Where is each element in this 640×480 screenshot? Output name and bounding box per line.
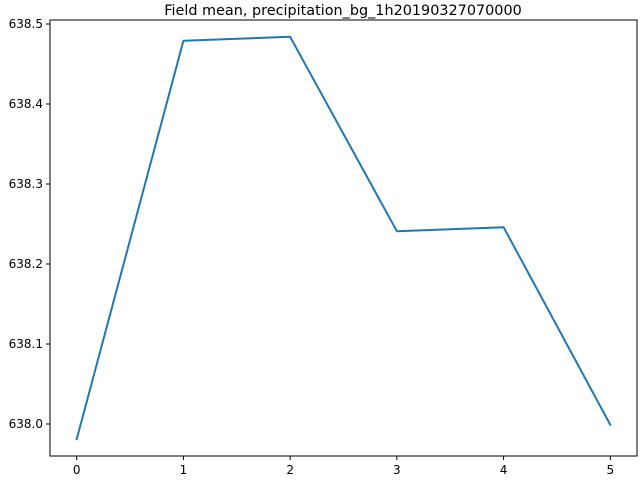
x-tick-label: 1 [180, 463, 188, 477]
y-tick-label: 638.1 [9, 337, 43, 351]
y-axis: 638.0 638.1 638.2 638.3 638.4 638.5 [9, 17, 50, 431]
x-tick-label: 2 [286, 463, 294, 477]
y-tick-label: 638.4 [9, 97, 43, 111]
x-axis: 0 1 2 3 4 5 [73, 456, 614, 477]
chart-title: Field mean, precipitation_bg_1h201903270… [164, 3, 522, 19]
y-tick-label: 638.3 [9, 177, 43, 191]
x-tick-label: 0 [73, 463, 81, 477]
y-tick-label: 638.0 [9, 417, 43, 431]
plot-area [49, 19, 638, 457]
axes-frame [49, 19, 638, 457]
y-tick-label: 638.2 [9, 257, 43, 271]
y-tick-label: 638.5 [9, 17, 43, 31]
x-tick-label: 3 [393, 463, 401, 477]
series-layer [75, 35, 612, 441]
x-tick-label: 4 [500, 463, 508, 477]
x-tick-label: 5 [606, 463, 614, 477]
series-line-0 [75, 35, 612, 441]
